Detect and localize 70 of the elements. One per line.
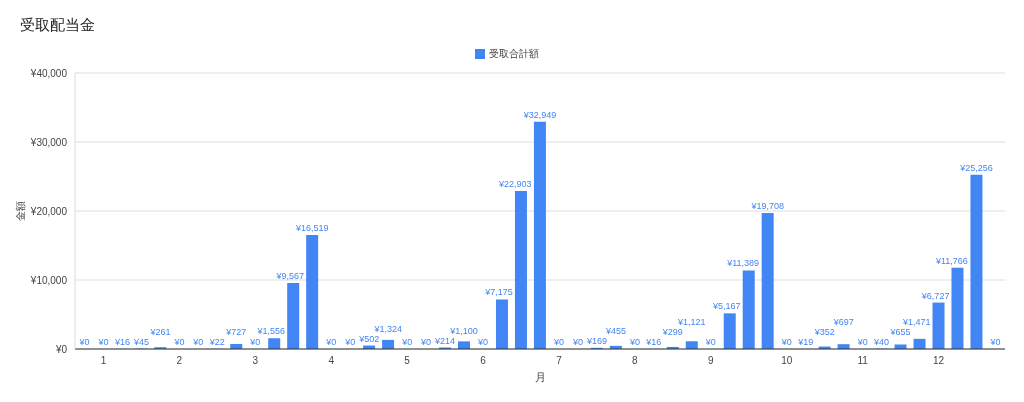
data-label: ¥169 (585, 335, 607, 346)
x-tick-label: 7 (556, 355, 563, 367)
data-label: ¥261 (149, 326, 171, 337)
data-label: ¥1,121 (677, 316, 706, 327)
data-label: ¥502 (358, 333, 380, 344)
data-label: ¥0 (78, 337, 90, 347)
x-axis-title: 月 (534, 371, 546, 383)
y-tick-label: ¥10,000 (29, 274, 68, 286)
data-label: ¥11,389 (726, 258, 760, 269)
data-label: ¥352 (813, 326, 835, 337)
x-tick-label: 4 (328, 355, 335, 367)
data-label: ¥9,567 (275, 270, 305, 281)
data-label: ¥19,708 (750, 201, 785, 212)
data-label: ¥19 (797, 336, 814, 347)
data-label: ¥16 (113, 336, 130, 347)
data-label: ¥1,100 (449, 325, 478, 336)
data-label: ¥45 (132, 336, 149, 347)
data-label: ¥11,766 (934, 255, 968, 266)
data-label: ¥22 (208, 336, 225, 347)
x-tick-label: 11 (857, 355, 869, 367)
data-label: ¥0 (249, 337, 261, 347)
y-axis-title: 金額 (14, 201, 26, 221)
data-label: ¥0 (344, 337, 356, 347)
data-label: ¥214 (434, 335, 456, 346)
x-tick-label: 2 (176, 355, 183, 367)
data-label: ¥0 (420, 337, 432, 347)
y-tick-label: ¥0 (54, 343, 68, 355)
data-label: ¥299 (661, 326, 683, 337)
y-tick-label: ¥20,000 (29, 205, 68, 217)
data-label: ¥0 (325, 337, 337, 347)
data-label: ¥697 (832, 316, 854, 327)
data-label: ¥1,471 (901, 316, 931, 327)
data-label: ¥1,324 (373, 323, 402, 334)
data-label: ¥16,519 (294, 223, 329, 234)
data-label: ¥1,556 (256, 326, 286, 337)
data-label: ¥7,175 (484, 287, 513, 298)
x-tick-label: 8 (632, 355, 639, 367)
data-label: ¥0 (97, 337, 109, 347)
data-label: ¥32,949 (522, 109, 557, 120)
data-label: ¥0 (571, 337, 583, 347)
data-label: ¥0 (780, 337, 792, 347)
data-label: ¥727 (225, 326, 247, 337)
chart-title: 受取配当金 (20, 16, 95, 35)
y-tick-label: ¥40,000 (29, 67, 68, 79)
data-label: ¥5,167 (712, 301, 741, 312)
data-label: ¥0 (401, 337, 413, 347)
data-label: ¥0 (173, 337, 185, 347)
data-label: ¥0 (856, 337, 868, 347)
data-label: ¥16 (645, 336, 662, 347)
data-label: ¥25,256 (959, 162, 993, 173)
y-tick-label: ¥30,000 (29, 136, 68, 148)
data-label: ¥0 (989, 337, 1001, 347)
x-tick-label: 12 (933, 355, 945, 367)
data-label: ¥0 (192, 337, 204, 347)
x-tick-label: 10 (781, 355, 793, 367)
data-label: ¥0 (552, 337, 564, 347)
data-label: ¥0 (704, 337, 716, 347)
data-label: ¥0 (628, 337, 640, 347)
data-label: ¥6,727 (920, 290, 950, 301)
x-tick-label: 6 (480, 355, 487, 367)
data-label: ¥22,903 (498, 178, 532, 189)
legend-label: 受取合計額 (489, 48, 539, 59)
x-tick-label: 1 (100, 355, 107, 367)
data-label: ¥0 (477, 337, 489, 347)
data-label: ¥455 (604, 325, 626, 336)
data-label: ¥655 (889, 326, 911, 337)
data-label: ¥40 (873, 336, 890, 347)
x-tick-label: 9 (708, 355, 715, 367)
x-tick-label: 3 (252, 355, 259, 367)
x-tick-label: 5 (404, 355, 411, 367)
